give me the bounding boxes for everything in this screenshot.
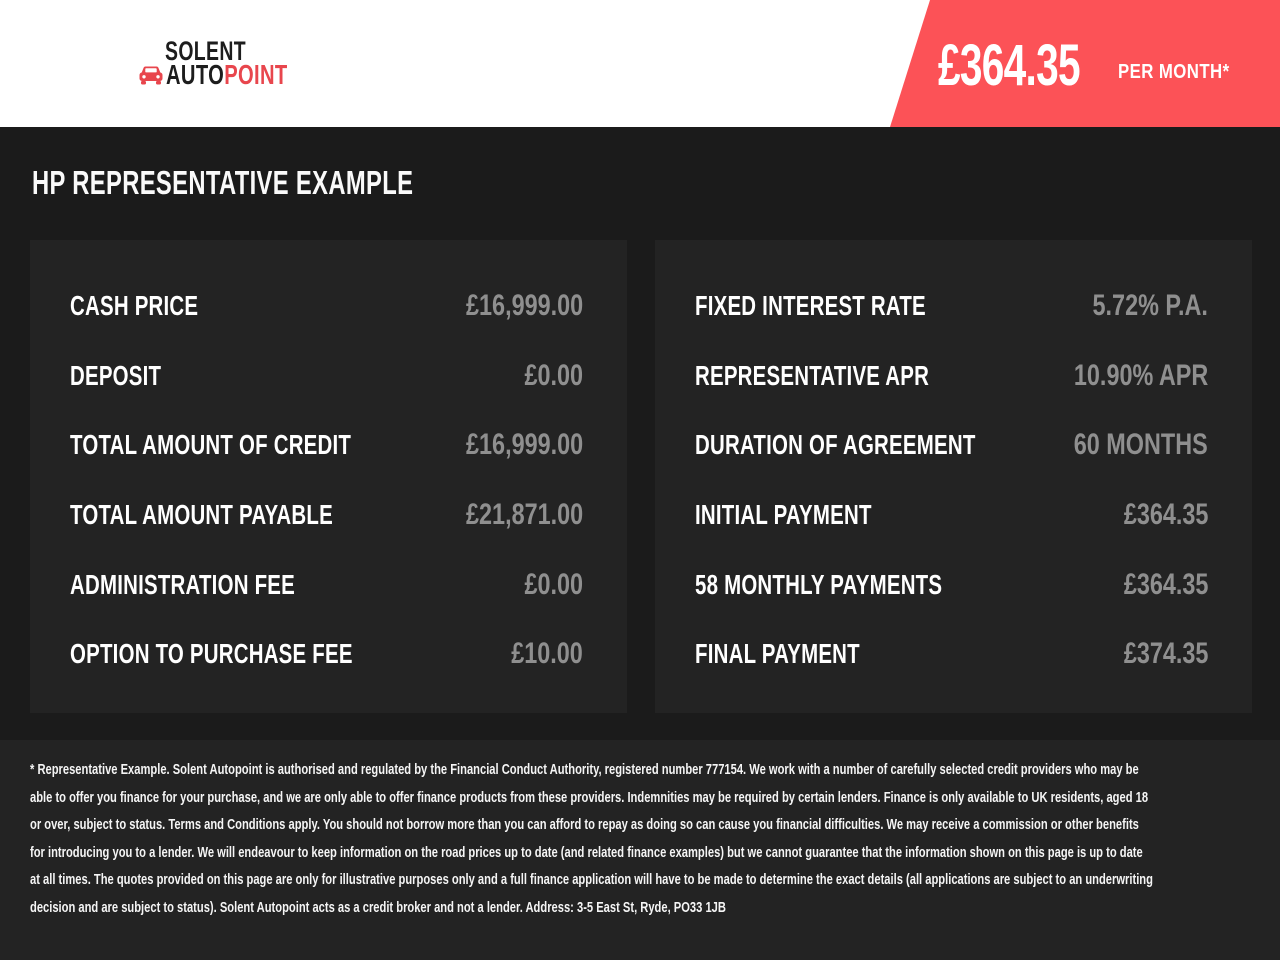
finance-row-label: FIXED INTEREST RATE [695,289,926,321]
price-period-label: PER MONTH* [1118,61,1230,83]
finance-row: DURATION OF AGREEMENT 60 MONTHS [695,410,1208,480]
finance-row: FINAL PAYMENT £374.35 [695,619,1208,689]
section-title: HP REPRESENTATIVE EXAMPLE [32,164,414,201]
logo-text-autopoint: AUTOPOINT [166,61,288,89]
finance-row: DEPOSIT £0.00 [70,341,583,411]
finance-row-label: OPTION TO PURCHASE FEE [70,638,353,670]
logo-bottom-row: AUTOPOINT [138,61,335,89]
finance-row-value: £21,871.00 [465,497,583,531]
finance-row: FIXED INTEREST RATE 5.72% P.A. [695,271,1208,341]
finance-row: TOTAL AMOUNT PAYABLE £21,871.00 [70,480,583,550]
finance-row-value: 60 MONTHS [1074,428,1208,462]
finance-row-value: £364.35 [1123,567,1208,601]
finance-details-panel-right: FIXED INTEREST RATE 5.72% P.A. REPRESENT… [655,240,1252,713]
finance-row: REPRESENTATIVE APR 10.90% APR [695,341,1208,411]
header: SOLENT AUTOPOINT £364.35 [0,0,1280,127]
finance-row-value: £0.00 [524,358,583,392]
finance-row: ADMINISTRATION FEE £0.00 [70,550,583,620]
disclaimer-section: * Representative Example. Solent Autopoi… [0,740,1280,960]
finance-row-value: 5.72% P.A. [1092,288,1208,322]
finance-row-label: REPRESENTATIVE APR [695,359,930,391]
price-banner: £364.35 PER MONTH* [890,0,1280,127]
monthly-price: £364.35 [938,33,1081,98]
finance-row-label: ADMINISTRATION FEE [70,568,295,600]
finance-row-value: £0.00 [524,567,583,601]
finance-row-value: 10.90% APR [1073,358,1208,392]
finance-row: CASH PRICE £16,999.00 [70,271,583,341]
finance-row-value: £374.35 [1123,637,1208,671]
finance-row: INITIAL PAYMENT £364.35 [695,480,1208,550]
disclaimer-text: * Representative Example. Solent Autopoi… [30,762,1153,916]
logo-text-point: POINT [224,59,288,90]
finance-row-label: TOTAL AMOUNT PAYABLE [70,498,333,530]
finance-row-label: DURATION OF AGREEMENT [695,429,976,461]
finance-row-value: £364.35 [1123,497,1208,531]
finance-row-label: FINAL PAYMENT [695,638,860,670]
logo-text-auto: AUTO [166,59,225,90]
brand-logo: SOLENT AUTOPOINT [138,36,335,89]
finance-row-label: INITIAL PAYMENT [695,498,872,530]
car-icon [138,65,164,85]
finance-row-value: £16,999.00 [465,428,583,462]
finance-row: 58 MONTHLY PAYMENTS £364.35 [695,550,1208,620]
finance-row: OPTION TO PURCHASE FEE £10.00 [70,619,583,689]
finance-row-value: £10.00 [511,637,583,671]
finance-row-label: CASH PRICE [70,289,199,321]
logo-text-solent: SOLENT [165,36,247,66]
finance-row-label: DEPOSIT [70,359,162,391]
finance-row-label: 58 MONTHLY PAYMENTS [695,568,943,600]
finance-row: TOTAL AMOUNT OF CREDIT £16,999.00 [70,410,583,480]
finance-row-value: £16,999.00 [465,288,583,322]
finance-details-panel-left: CASH PRICE £16,999.00 DEPOSIT £0.00 TOTA… [30,240,627,713]
finance-row-label: TOTAL AMOUNT OF CREDIT [70,429,352,461]
